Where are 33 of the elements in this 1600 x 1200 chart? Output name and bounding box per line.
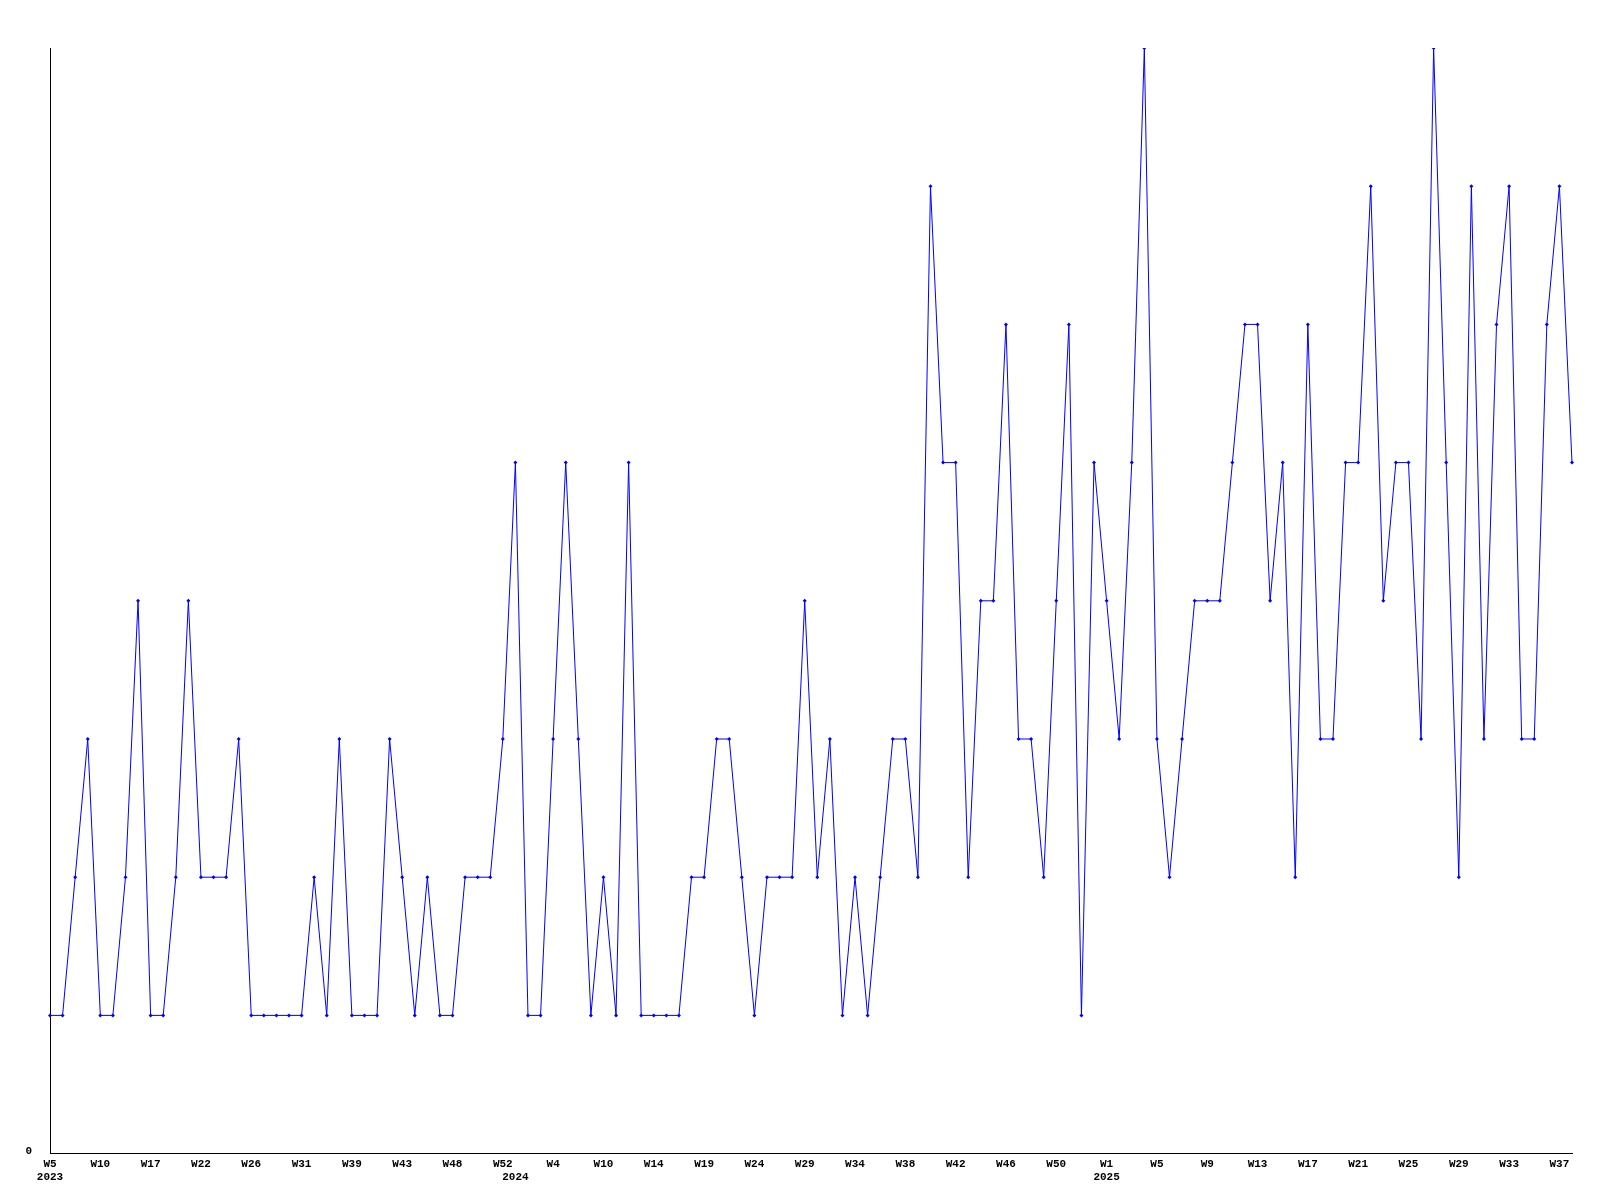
x-tick-label: W43 bbox=[392, 1157, 413, 1170]
x-tick-label: W24 bbox=[744, 1157, 765, 1170]
x-tick-label: W48 bbox=[442, 1157, 463, 1170]
x-tick-label: W17 bbox=[1297, 1157, 1318, 1170]
x-tick-label: W50 bbox=[1046, 1157, 1067, 1170]
x-tick-label: W52 bbox=[492, 1157, 513, 1170]
x-tick-label: W9 bbox=[1200, 1157, 1214, 1170]
x-tick-label: W34 bbox=[845, 1157, 866, 1170]
x-tick-label: W31 bbox=[291, 1157, 312, 1170]
x-tick-label: W39 bbox=[341, 1157, 362, 1170]
x-tick-label: W37 bbox=[1549, 1157, 1570, 1170]
x-tick-label: 2024 bbox=[502, 1171, 530, 1184]
x-tick-label: W5 bbox=[1150, 1157, 1164, 1170]
x-tick-label: W26 bbox=[241, 1157, 262, 1170]
x-tick-label: W46 bbox=[996, 1157, 1016, 1170]
x-tick-label: W10 bbox=[90, 1157, 111, 1170]
x-tick-label: W4 bbox=[546, 1157, 561, 1170]
x-tick-label: W5 2023 bbox=[36, 1157, 64, 1184]
x-tick-label: W14 bbox=[643, 1157, 665, 1170]
x-tick-label: W29 bbox=[1448, 1157, 1469, 1170]
text: 0 bbox=[25, 1145, 32, 1158]
x-tick-label: W17 bbox=[140, 1157, 161, 1170]
x-tick-label: W29 bbox=[794, 1157, 815, 1170]
x-tick-label: W19 bbox=[694, 1157, 714, 1170]
x-tick-label: W25 bbox=[1398, 1157, 1419, 1170]
x-tick-label: W33 bbox=[1499, 1157, 1520, 1170]
x-tick-label: W1 2025 bbox=[1093, 1157, 1121, 1184]
x-tick-label: W10 bbox=[593, 1157, 614, 1170]
x-tick-label: W42 bbox=[945, 1157, 966, 1170]
x-tick-label: W22 bbox=[191, 1157, 211, 1170]
x-tick-label: W13 bbox=[1247, 1157, 1268, 1170]
x-tick-label: W21 bbox=[1348, 1157, 1369, 1170]
x-tick-label: W38 bbox=[895, 1157, 916, 1170]
